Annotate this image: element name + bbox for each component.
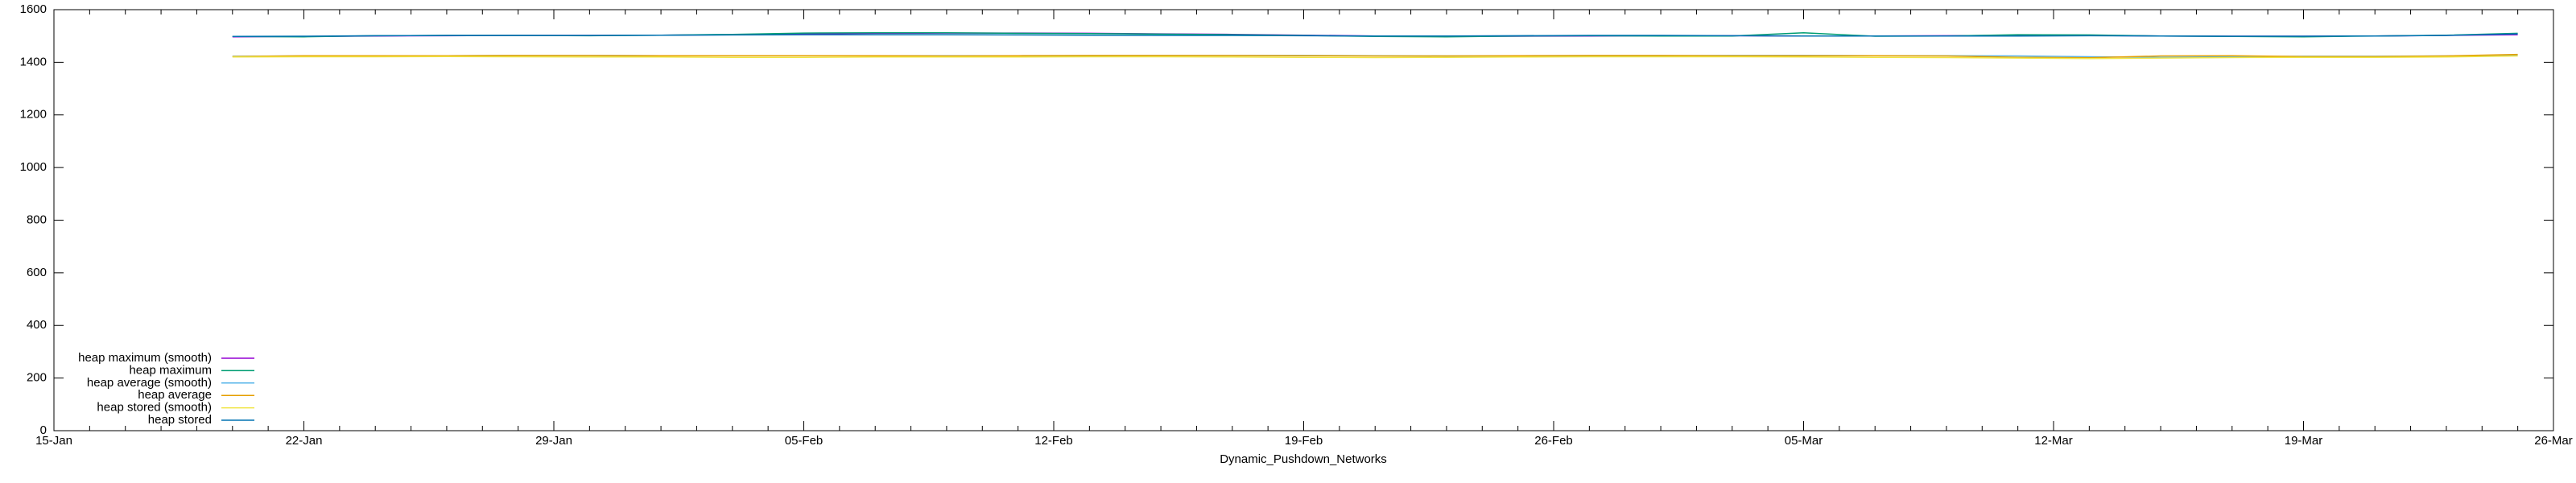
x-tick-label: 12-Feb [1034, 434, 1073, 448]
plot-border [53, 9, 2554, 431]
series-line [232, 33, 2518, 38]
legend-label: heap maximum (smooth) [78, 351, 212, 365]
y-tick-label: 800 [27, 213, 47, 226]
series-line [232, 53, 2518, 59]
y-tick-label: 0 [40, 423, 47, 437]
legend-label: heap stored [148, 413, 212, 427]
x-tick-label: 19-Mar [2285, 434, 2323, 448]
x-axis-label: Dynamic_Pushdown_Networks [1220, 452, 1387, 466]
series-line [232, 55, 2518, 60]
y-tick-label: 1400 [20, 55, 47, 68]
y-tick-label: 1600 [20, 2, 47, 16]
legend-label: heap stored (smooth) [97, 401, 212, 415]
x-tick-label: 15-Jan [35, 434, 72, 448]
x-tick-label: 19-Feb [1285, 434, 1323, 448]
y-tick-label: 1000 [20, 160, 47, 174]
y-tick-label: 200 [27, 371, 47, 385]
x-tick-label: 29-Jan [535, 434, 572, 448]
x-tick-label: 26-Feb [1534, 434, 1573, 448]
x-tick-label: 12-Mar [2034, 434, 2073, 448]
x-tick-label: 22-Jan [286, 434, 323, 448]
legend-label: heap average [138, 388, 212, 402]
legend-label: heap average (smooth) [87, 376, 212, 390]
x-tick-label: 26-Mar [2534, 434, 2573, 448]
x-tick-label: 05-Mar [1785, 434, 1823, 448]
y-tick-label: 1200 [20, 108, 47, 122]
x-tick-label: 05-Feb [785, 434, 824, 448]
y-tick-label: 600 [27, 266, 47, 279]
y-tick-label: 400 [27, 318, 47, 332]
legend-label: heap maximum [129, 363, 212, 377]
